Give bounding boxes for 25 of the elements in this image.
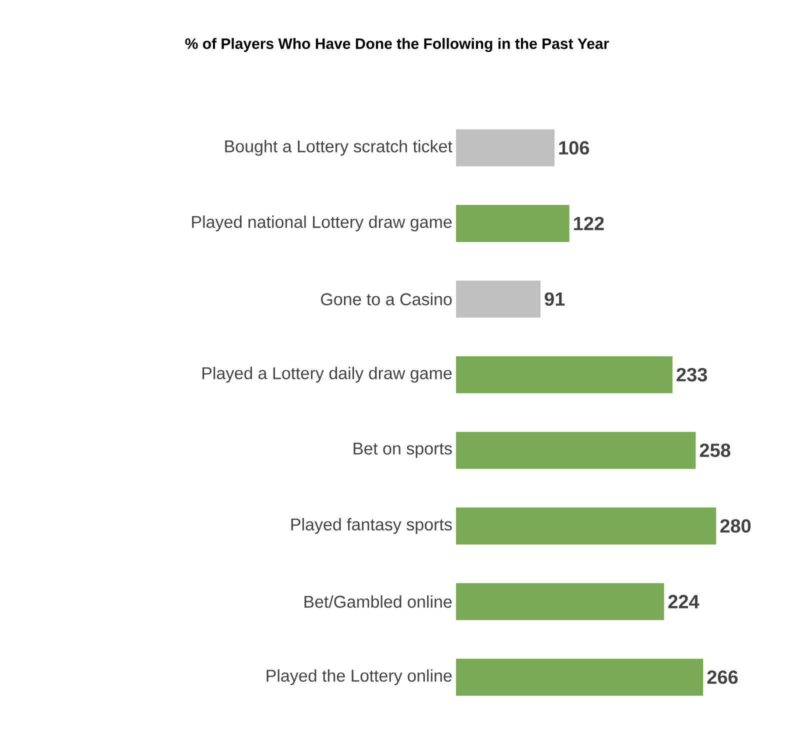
bar xyxy=(456,280,541,318)
bar xyxy=(456,658,704,696)
y-tick-label: Bet on sports xyxy=(354,442,452,458)
bar xyxy=(456,432,696,469)
data-label: 258 xyxy=(700,444,730,458)
bar xyxy=(456,129,554,166)
y-tick-label: Played a Lottery daily draw game xyxy=(202,366,452,383)
y-tick-label: Bought a Lottery scratch ticket xyxy=(225,140,452,156)
bar xyxy=(456,583,664,620)
y-tick-label: Played the Lottery online xyxy=(266,669,452,686)
y-tick-label: Played fantasy sports xyxy=(291,518,452,534)
bar xyxy=(456,356,672,394)
data-label: 280 xyxy=(720,519,751,533)
data-label: 224 xyxy=(668,594,700,608)
bar xyxy=(456,507,716,544)
bar xyxy=(456,204,570,242)
data-label: 233 xyxy=(676,368,708,382)
y-tick-label: Bet/Gambled online xyxy=(304,595,452,608)
data-label: 106 xyxy=(559,141,590,155)
data-label: 91 xyxy=(544,292,565,306)
y-tick-label: Played national Lottery draw game xyxy=(192,216,452,232)
y-tick-label: Gone to a Casino xyxy=(321,292,452,306)
data-label: 266 xyxy=(707,670,738,684)
data-label: 122 xyxy=(574,216,604,230)
chart-title: % of Players Who Have Done the Following in the Past Year xyxy=(185,38,609,52)
